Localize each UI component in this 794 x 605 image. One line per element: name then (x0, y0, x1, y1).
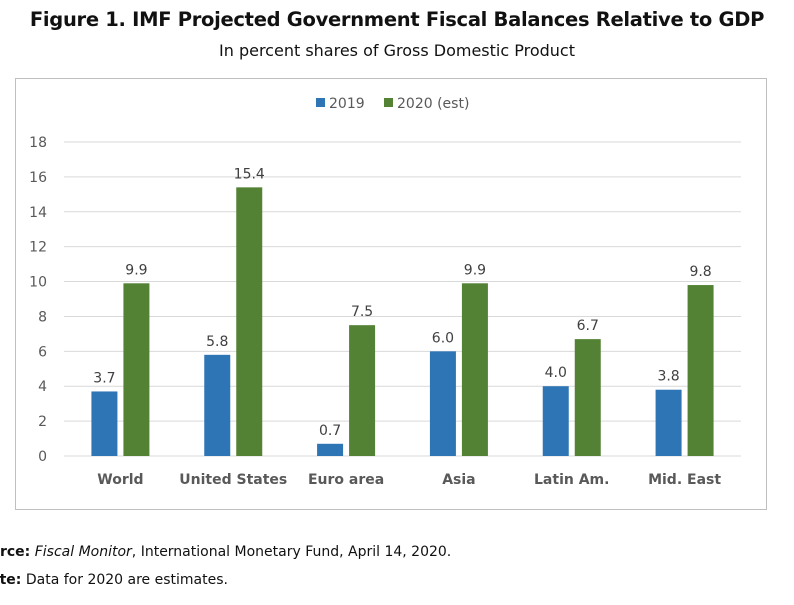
source-note: urce: Fiscal Monitor, International Mone… (0, 544, 451, 560)
chart-frame (15, 78, 767, 510)
data-label: 3.8 (657, 369, 679, 385)
y-tick-label: 16 (29, 170, 47, 186)
source-text: , International Monetary Fund, April 14,… (131, 544, 452, 560)
bar-2020-est- (574, 339, 601, 456)
y-tick-label: 8 (38, 309, 47, 325)
y-tick-label: 12 (29, 240, 47, 256)
data-label: 0.7 (319, 423, 341, 439)
x-tick-label: United States (179, 472, 287, 488)
legend-label: 2019 (329, 96, 365, 112)
data-label: 9.8 (689, 264, 711, 280)
bar-2020-est- (236, 187, 263, 456)
bar-2020-est- (349, 325, 376, 456)
y-tick-label: 10 (29, 275, 47, 291)
data-label: 6.0 (432, 330, 454, 346)
bar-2020-est- (687, 285, 714, 456)
bar-2020-est- (461, 283, 488, 456)
chart-title: Figure 1. IMF Projected Government Fisca… (29, 8, 765, 31)
y-tick-label: 2 (38, 414, 47, 430)
bar-2019 (317, 443, 344, 456)
y-tick-label: 4 (38, 379, 47, 395)
bar-2019 (91, 391, 118, 456)
data-label: 4.0 (545, 365, 567, 381)
x-tick-label: Asia (442, 472, 475, 488)
y-tick-label: 6 (38, 344, 47, 360)
bar-2019 (542, 386, 569, 456)
y-tick-label: 0 (38, 449, 47, 465)
x-tick-label: Mid. East (648, 472, 721, 488)
bar-chart: 0 2 4 6 8 10 12 14 16 18 3.7 9.9 World 5.8 15.4 United … (29, 96, 741, 488)
legend-label: 2020 (est) (397, 96, 469, 112)
data-label: 3.7 (93, 370, 115, 386)
bar-2019 (429, 351, 456, 456)
chart-subtitle: In percent shares of Gross Domestic Prod… (219, 41, 575, 60)
data-label: 9.9 (125, 262, 147, 278)
data-label: 5.8 (206, 334, 228, 350)
data-note: ote: Data for 2020 are estimates. (0, 572, 228, 588)
note-label: ote: (0, 572, 22, 588)
bar-2019 (204, 354, 231, 456)
source-label: urce: (0, 544, 31, 560)
data-label: 9.9 (464, 262, 486, 278)
data-label: 7.5 (351, 304, 373, 320)
x-tick-label: Latin Am. (534, 472, 609, 488)
legend-swatch (384, 98, 393, 107)
x-tick-label: World (97, 472, 143, 488)
data-label: 6.7 (577, 318, 599, 334)
y-tick-label: 18 (29, 135, 47, 151)
legend-swatch (316, 98, 325, 107)
data-label: 15.4 (234, 166, 265, 182)
note-text: Data for 2020 are estimates. (25, 572, 228, 588)
source-publication: Fiscal Monitor (34, 544, 132, 560)
bar-2019 (655, 389, 682, 456)
x-tick-label: Euro area (308, 472, 384, 488)
y-tick-label: 14 (29, 205, 47, 221)
bar-2020-est- (123, 283, 150, 456)
